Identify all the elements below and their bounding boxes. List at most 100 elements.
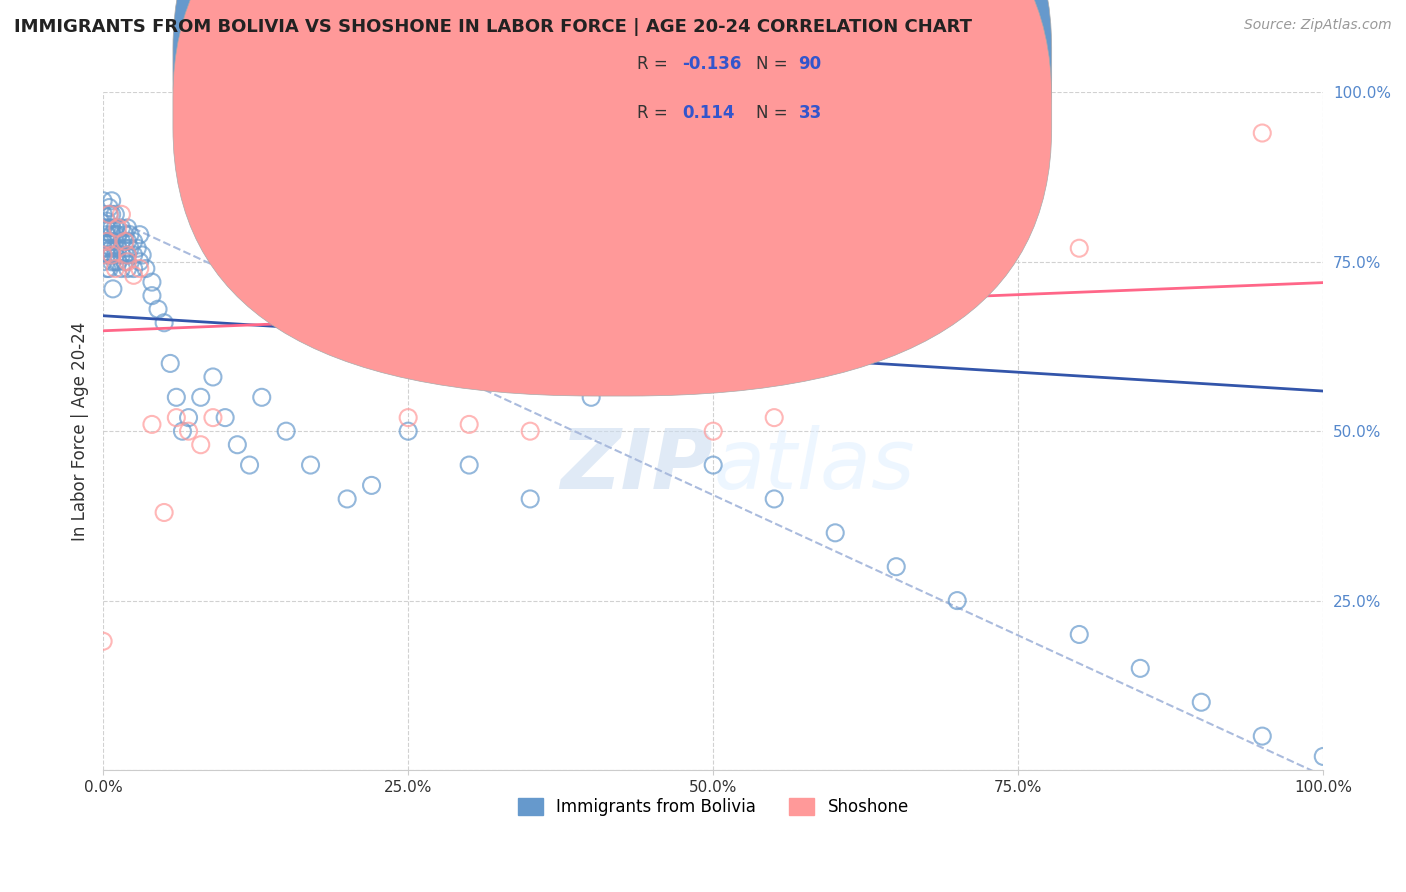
Point [117, 248, 139, 262]
Point [100, 194, 122, 208]
Point [114, 241, 136, 255]
Point [1189, 695, 1212, 709]
Point [117, 248, 139, 262]
Point [100, 235, 122, 249]
Point [110, 207, 132, 221]
Point [1312, 749, 1334, 764]
Point [98, 235, 121, 249]
Point [122, 261, 145, 276]
Point [98, 248, 121, 262]
Point [107, 254, 129, 268]
Point [107, 241, 129, 255]
Text: ZIP: ZIP [561, 425, 713, 506]
Point [824, 248, 846, 262]
Point [118, 227, 141, 242]
Text: 90: 90 [799, 55, 821, 73]
Point [141, 417, 163, 432]
Point [98, 201, 121, 215]
Legend: Immigrants from Bolivia, Shoshone: Immigrants from Bolivia, Shoshone [510, 791, 915, 822]
Point [91, 254, 114, 268]
Point [117, 254, 139, 268]
Text: N =: N = [756, 104, 793, 122]
Point [336, 491, 359, 506]
Point [98, 207, 121, 221]
Text: -0.136: -0.136 [682, 55, 741, 73]
Point [201, 370, 224, 384]
Point [96, 241, 118, 255]
Point [100, 248, 122, 262]
Point [100, 220, 122, 235]
Point [114, 227, 136, 242]
Point [226, 438, 249, 452]
Point [579, 268, 602, 283]
Point [110, 248, 132, 262]
Point [214, 410, 236, 425]
Point [91, 235, 114, 249]
Point [104, 227, 127, 242]
Point [98, 207, 121, 221]
Point [110, 261, 132, 276]
Point [884, 241, 907, 255]
Y-axis label: In Labor Force | Age 20-24: In Labor Force | Age 20-24 [72, 321, 89, 541]
Point [128, 254, 150, 268]
Point [117, 220, 139, 235]
Point [104, 248, 127, 262]
Point [299, 458, 322, 472]
Text: IMMIGRANTS FROM BOLIVIA VS SHOSHONE IN LABOR FORCE | AGE 20-24 CORRELATION CHART: IMMIGRANTS FROM BOLIVIA VS SHOSHONE IN L… [14, 18, 972, 36]
Point [96, 227, 118, 242]
Text: Source: ZipAtlas.com: Source: ZipAtlas.com [1244, 18, 1392, 32]
Point [118, 241, 141, 255]
Text: N =: N = [756, 55, 793, 73]
Point [96, 214, 118, 228]
Point [96, 248, 118, 262]
Text: 0.114: 0.114 [682, 104, 734, 122]
Point [104, 261, 127, 276]
Point [101, 282, 124, 296]
Point [98, 261, 121, 276]
Point [336, 282, 359, 296]
Point [763, 491, 786, 506]
Point [519, 424, 541, 438]
Point [1069, 241, 1091, 255]
Point [1251, 729, 1274, 743]
Point [122, 268, 145, 283]
Point [131, 248, 153, 262]
Point [100, 254, 122, 268]
Point [214, 220, 236, 235]
Point [100, 227, 122, 242]
Point [458, 458, 481, 472]
Point [172, 424, 194, 438]
Point [702, 458, 724, 472]
Point [153, 506, 176, 520]
Point [177, 410, 200, 425]
Point [135, 261, 157, 276]
Point [107, 227, 129, 242]
Point [91, 241, 114, 255]
Point [159, 356, 181, 370]
Point [201, 410, 224, 425]
Point [91, 220, 114, 235]
Point [190, 438, 212, 452]
Point [114, 235, 136, 249]
Point [98, 220, 121, 235]
Point [91, 207, 114, 221]
Point [396, 410, 419, 425]
Point [177, 424, 200, 438]
Point [946, 593, 969, 607]
Point [96, 261, 118, 276]
Point [117, 235, 139, 249]
Point [276, 424, 298, 438]
Point [458, 417, 481, 432]
Point [128, 227, 150, 242]
Point [100, 248, 122, 262]
Point [1069, 627, 1091, 641]
Point [100, 207, 122, 221]
Point [96, 235, 118, 249]
Point [110, 220, 132, 235]
Text: R =: R = [637, 55, 673, 73]
Point [238, 458, 260, 472]
Point [702, 424, 724, 438]
Point [104, 220, 127, 235]
Point [122, 248, 145, 262]
Point [114, 254, 136, 268]
